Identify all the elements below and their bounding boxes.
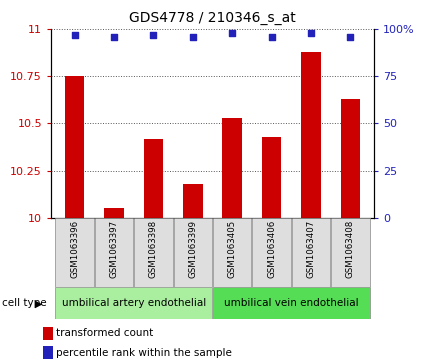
- Point: [110, 34, 117, 40]
- Text: GSM1063407: GSM1063407: [306, 220, 315, 278]
- Text: GSM1063399: GSM1063399: [188, 220, 197, 278]
- Bar: [144, 139, 163, 218]
- Bar: [252, 218, 291, 287]
- Text: percentile rank within the sample: percentile rank within the sample: [56, 348, 232, 358]
- Bar: [262, 136, 281, 218]
- Text: ▶: ▶: [35, 299, 43, 309]
- Text: umbilical vein endothelial: umbilical vein endothelial: [224, 298, 359, 308]
- Bar: [292, 218, 330, 287]
- Bar: [222, 118, 242, 218]
- Bar: [301, 52, 321, 218]
- Point: [71, 32, 78, 38]
- Text: GSM1063396: GSM1063396: [70, 220, 79, 278]
- Text: cell type: cell type: [2, 298, 47, 308]
- Text: GSM1063397: GSM1063397: [110, 220, 119, 278]
- Bar: [134, 218, 173, 287]
- Title: GDS4778 / 210346_s_at: GDS4778 / 210346_s_at: [129, 11, 296, 25]
- Text: GSM1063405: GSM1063405: [228, 220, 237, 278]
- Bar: [183, 184, 203, 218]
- Bar: [42, 346, 53, 359]
- Bar: [331, 218, 370, 287]
- Bar: [42, 327, 53, 340]
- Text: umbilical artery endothelial: umbilical artery endothelial: [62, 298, 206, 308]
- Bar: [65, 76, 85, 218]
- Point: [190, 34, 196, 40]
- Point: [347, 34, 354, 40]
- Point: [268, 34, 275, 40]
- Bar: [95, 218, 133, 287]
- Text: transformed count: transformed count: [56, 329, 153, 338]
- Point: [308, 30, 314, 36]
- Bar: [55, 218, 94, 287]
- Text: GSM1063406: GSM1063406: [267, 220, 276, 278]
- Bar: [213, 287, 370, 319]
- Bar: [104, 208, 124, 218]
- Bar: [173, 218, 212, 287]
- Point: [150, 32, 157, 38]
- Bar: [340, 99, 360, 218]
- Bar: [213, 218, 252, 287]
- Point: [229, 30, 235, 36]
- Bar: [55, 287, 212, 319]
- Text: GSM1063398: GSM1063398: [149, 220, 158, 278]
- Text: GSM1063408: GSM1063408: [346, 220, 355, 278]
